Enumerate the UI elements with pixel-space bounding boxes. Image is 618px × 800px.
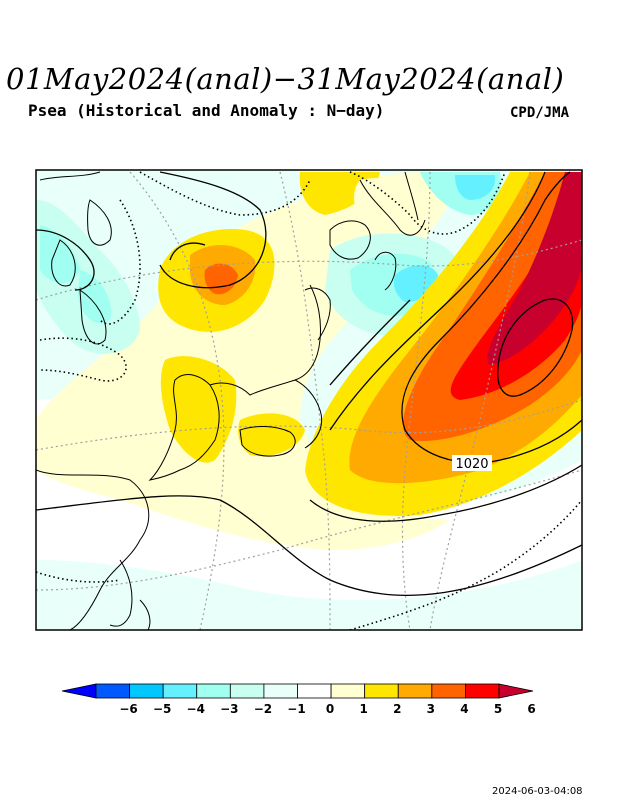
map-title: 01May2024(anal)−31May2024(anal) <box>6 62 565 96</box>
legend-swatch <box>95 683 130 699</box>
legend-swatch <box>196 683 231 699</box>
legend-tick-label: −4 <box>187 702 205 716</box>
legend-tick-label: 5 <box>494 702 502 716</box>
legend-swatch <box>229 683 265 699</box>
agency-label: CPD/JMA <box>510 105 570 121</box>
graticule <box>36 171 582 630</box>
map-frame <box>35 169 583 631</box>
legend-swatch <box>297 683 332 699</box>
anomaly-region-neg3-west <box>40 225 80 284</box>
legend-tick-label: −1 <box>287 702 305 716</box>
legend-swatch <box>162 683 198 699</box>
legend-swatch <box>397 683 433 699</box>
anomaly-region-pos1-okhotsk <box>354 178 410 219</box>
anomaly-region-neg4-north <box>455 175 496 200</box>
legend-tick-label: 2 <box>393 702 401 716</box>
legend-tick-label: 0 <box>326 702 334 716</box>
anomaly-zero-contours <box>36 171 582 630</box>
legend-tick-label: −3 <box>220 702 238 716</box>
legend-tick-label: −2 <box>254 702 272 716</box>
anomaly-region-pos2-korea <box>160 356 237 463</box>
contour-label-box <box>452 455 492 471</box>
contour-label-1020: 1020 <box>455 457 488 472</box>
legend-tick-label: −5 <box>153 702 171 716</box>
legend-swatch <box>263 683 298 699</box>
legend-ticks: −6 −5 −4 −3 −2 −1 0 1 2 3 4 5 6 <box>119 702 535 716</box>
legend-tick-label: 6 <box>527 702 535 716</box>
legend-tick-label: 1 <box>359 702 367 716</box>
legend-swatch <box>431 683 466 699</box>
legend-tick-label: −6 <box>119 702 137 716</box>
legend-swatch <box>61 683 97 699</box>
legend-tick-label: 4 <box>460 702 468 716</box>
map-subtitle: Psea (Historical and Anomaly : N−day) <box>28 101 385 120</box>
anomaly-region-pos2-japan <box>238 413 305 457</box>
legend-swatch <box>129 683 164 699</box>
legend-swatch <box>465 683 500 699</box>
legend-swatch <box>364 683 399 699</box>
timestamp: 2024-06-03-04:08 <box>492 786 583 797</box>
coastlines <box>36 171 426 630</box>
anomaly-region-pos5-pacific <box>450 180 582 400</box>
legend-swatch <box>498 683 534 699</box>
legend-tick-label: 3 <box>427 702 435 716</box>
legend-swatches <box>61 683 534 699</box>
anomaly-region-pos6-pacific <box>487 172 582 365</box>
isobars <box>36 171 582 597</box>
anomaly-region-neg3-west-b <box>78 270 111 324</box>
legend-swatch <box>330 683 366 699</box>
anomaly-region-pos4-china <box>204 263 238 295</box>
anomaly-region-pos4-pacific <box>403 172 582 441</box>
